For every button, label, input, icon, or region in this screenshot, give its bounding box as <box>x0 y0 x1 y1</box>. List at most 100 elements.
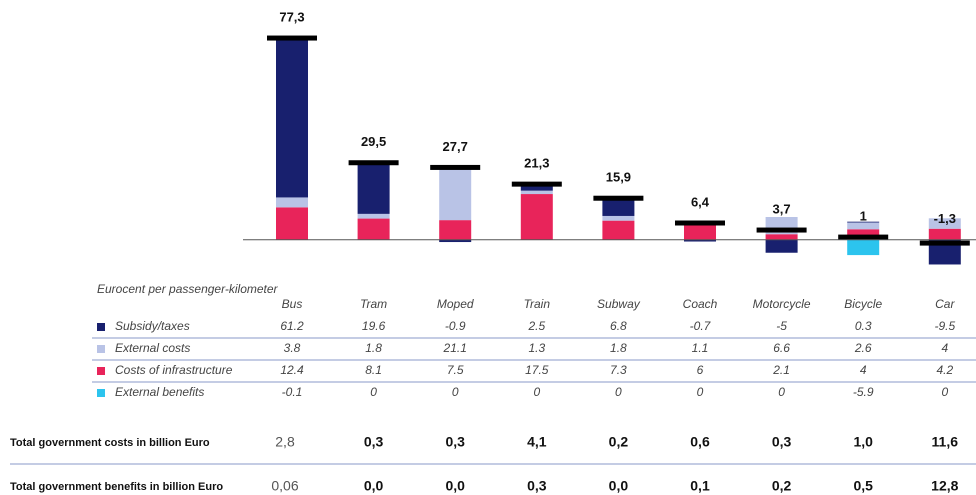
table-cell: 0 <box>697 385 704 399</box>
table-cell: 0 <box>615 385 622 399</box>
legend-swatch <box>97 389 105 397</box>
table-cell: 0 <box>370 385 377 399</box>
table-cell: 6.8 <box>610 319 627 333</box>
table-cell: 12.4 <box>280 363 304 377</box>
table-cell: 1.8 <box>610 341 627 355</box>
legend-label: External benefits <box>115 385 204 399</box>
bar-segment <box>520 184 553 191</box>
table-cell: 0 <box>452 385 459 399</box>
table-cell: -9.5 <box>934 319 955 333</box>
table-cell: 2.6 <box>854 341 872 355</box>
table-cell: 7.5 <box>447 363 464 377</box>
table-cell: -0.9 <box>445 319 466 333</box>
bar-segment <box>439 165 472 221</box>
column-header: Bicycle <box>844 297 882 311</box>
table-cell: 3.8 <box>284 341 301 355</box>
legend-label: External costs <box>115 341 190 355</box>
bar-segment <box>847 239 880 256</box>
table-cell: 4.2 <box>936 363 953 377</box>
table-cell: -0.1 <box>282 385 303 399</box>
total-cell: 0,3 <box>772 434 792 450</box>
total-cell: 0,3 <box>445 434 465 450</box>
total-cell: 0,3 <box>364 434 384 450</box>
bar-segment <box>276 197 308 208</box>
bar-segment <box>847 229 880 240</box>
total-marker <box>511 181 562 187</box>
legend-label: Subsidy/taxes <box>115 319 190 333</box>
table-cell: 0 <box>778 385 785 399</box>
legend-swatch <box>97 323 105 331</box>
total-label: 77,3 <box>279 9 304 24</box>
unit-label: Eurocent per passenger-kilometer <box>97 282 279 296</box>
table-cell: 2.1 <box>772 363 790 377</box>
bar-segment <box>765 234 798 240</box>
table-cell: 61.2 <box>280 319 304 333</box>
bar-segment <box>357 213 390 219</box>
total-cell: 0,06 <box>271 478 298 494</box>
bar-segment <box>847 221 880 223</box>
bar-segment <box>928 228 961 240</box>
bar-segment <box>520 190 553 195</box>
column-header: Bus <box>282 297 303 311</box>
bar-segment <box>847 222 880 230</box>
table-cell: 0 <box>533 385 540 399</box>
total-marker <box>348 160 399 166</box>
table-cell: 19.6 <box>362 319 386 333</box>
total-cell: 0,5 <box>853 478 873 494</box>
total-cell: 12,8 <box>931 478 958 494</box>
total-label: 3,7 <box>773 201 791 216</box>
total-marker <box>430 164 481 170</box>
bar-segment <box>602 220 635 240</box>
bar-segment <box>520 194 553 240</box>
table-cell: 4 <box>941 341 948 355</box>
total-marker <box>838 234 889 240</box>
column-header: Car <box>935 297 955 311</box>
table-cell: 0.3 <box>855 319 872 333</box>
total-cell: 0,3 <box>527 478 547 494</box>
bar-segment <box>276 37 308 198</box>
total-cell: 0,0 <box>364 478 384 494</box>
total-cell: 0,6 <box>690 434 710 450</box>
total-label: -1,3 <box>934 211 956 226</box>
total-cell: 0,1 <box>690 478 710 494</box>
table-cell: 6 <box>697 363 704 377</box>
bar-segment <box>928 218 961 229</box>
table-cell: 0 <box>941 385 948 399</box>
table-cell: 1.8 <box>365 341 382 355</box>
table-cell: 4 <box>860 363 867 377</box>
table-cell: -0.7 <box>690 319 712 333</box>
row-label: Total government costs in billion Euro <box>10 437 210 449</box>
total-marker <box>919 240 970 246</box>
bar-segment <box>765 239 798 253</box>
table-cell: 7.3 <box>610 363 627 377</box>
table-cell: -5 <box>776 319 787 333</box>
bar-segment <box>602 198 635 216</box>
bar-segment <box>276 207 308 240</box>
total-cell: 0,2 <box>772 478 792 494</box>
total-marker <box>756 227 807 233</box>
table-cell: 8.1 <box>365 363 382 377</box>
table-cell: -5.9 <box>853 385 874 399</box>
total-cell: 11,6 <box>932 434 959 450</box>
total-label: 27,7 <box>443 139 468 154</box>
total-label: 29,5 <box>361 134 386 149</box>
bar-segment <box>357 218 390 240</box>
total-label: 15,9 <box>606 170 631 185</box>
total-cell: 0,2 <box>609 434 629 450</box>
column-header: Subway <box>597 297 641 311</box>
column-header: Moped <box>437 297 474 311</box>
bar-segment <box>684 224 716 240</box>
table-cell: 2.5 <box>527 319 545 333</box>
total-marker <box>267 35 317 41</box>
total-label: 1 <box>860 209 867 224</box>
table-cell: 1.1 <box>692 341 709 355</box>
total-cell: 2,8 <box>275 434 295 450</box>
bar-segment <box>439 220 472 240</box>
bar-segment <box>684 239 716 242</box>
total-label: 6,4 <box>691 194 710 209</box>
table-cell: 21.1 <box>443 341 467 355</box>
total-marker <box>675 220 725 226</box>
legend-swatch <box>97 367 105 375</box>
bar-segment <box>357 162 390 214</box>
